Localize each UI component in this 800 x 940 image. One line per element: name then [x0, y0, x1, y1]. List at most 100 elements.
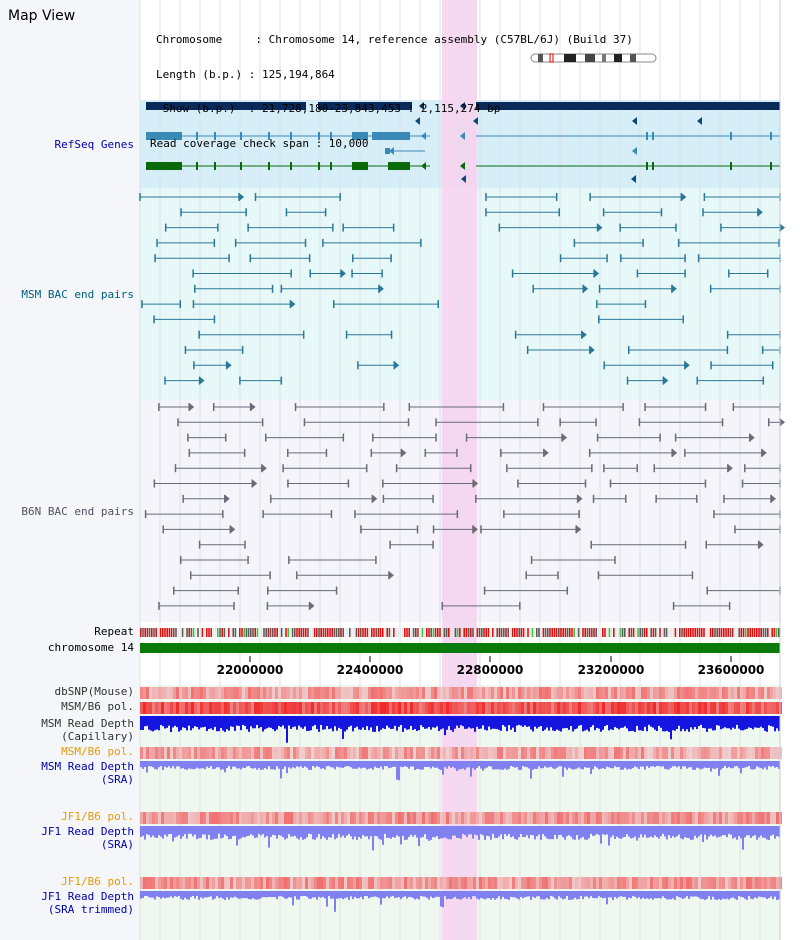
depth-bar — [316, 716, 318, 730]
depth-bar — [708, 761, 710, 768]
track-label-jf1-depth-sra[interactable]: JF1 Read Depth — [41, 825, 134, 838]
track-label-refseq[interactable]: RefSeq Genes — [54, 138, 134, 151]
depth-bar — [716, 761, 718, 768]
depth-bar — [680, 891, 682, 898]
repeat-mark — [190, 628, 193, 637]
track-label-msm-depth-sra[interactable]: MSM Read Depth — [41, 760, 134, 773]
gene-exon — [646, 162, 648, 170]
repeat-mark — [687, 628, 690, 637]
repeat-mark — [597, 628, 600, 637]
track-label-jf1-pol-2[interactable]: JF1/B6 pol. — [61, 875, 134, 888]
repeat-mark — [533, 628, 536, 637]
depth-bar — [230, 716, 232, 727]
depth-bar — [442, 891, 444, 908]
repeat-mark — [683, 628, 685, 637]
heat-cell — [617, 702, 620, 714]
heat-cell — [482, 747, 485, 759]
heat-cell — [305, 702, 308, 714]
repeat-mark — [621, 628, 624, 637]
heat-cell — [347, 877, 350, 889]
heat-cell — [713, 702, 716, 714]
depth-bar — [756, 761, 758, 767]
heat-cell — [356, 877, 359, 889]
track-label-jf1-depth-trimmed[interactable]: JF1 Read Depth — [41, 890, 134, 903]
track-label-msm-bac[interactable]: MSM BAC end pairs — [21, 288, 134, 301]
heat-cell — [323, 702, 326, 714]
track-label-repeat[interactable]: Repeat — [94, 625, 134, 638]
heat-cell — [251, 812, 254, 824]
heat-cell — [347, 747, 350, 759]
depth-bar — [190, 761, 192, 769]
repeat-mark — [245, 628, 248, 637]
repeat-mark — [199, 628, 201, 637]
depth-bar — [590, 761, 592, 774]
track-label-dbsnp[interactable]: dbSNP(Mouse) — [54, 685, 134, 698]
heat-cell — [311, 702, 314, 714]
depth-bar — [668, 826, 670, 836]
repeat-mark — [401, 628, 404, 637]
depth-bar — [678, 891, 680, 898]
heat-cell — [419, 812, 422, 824]
repeat-mark — [714, 628, 716, 637]
depth-bar — [294, 891, 296, 897]
heat-cell — [740, 812, 743, 824]
track-label-jf1-pol-1[interactable]: JF1/B6 pol. — [61, 810, 134, 823]
heat-cell — [344, 812, 347, 824]
gene-exon — [730, 132, 732, 140]
heat-cell — [377, 877, 380, 889]
heat-cell — [548, 702, 551, 714]
heat-cell — [722, 687, 725, 699]
depth-bar — [488, 891, 490, 899]
depth-bar — [754, 826, 756, 836]
depth-bar — [690, 716, 692, 728]
depth-bar — [762, 826, 764, 838]
track-label-msm-depth-capillary[interactable]: MSM Read Depth — [41, 717, 134, 730]
depth-bar — [716, 826, 718, 838]
heat-cell — [413, 702, 416, 714]
heat-cell — [719, 812, 722, 824]
heat-cell — [443, 702, 446, 714]
depth-bar — [180, 716, 182, 731]
gene-exon — [652, 162, 654, 170]
depth-bar — [312, 826, 314, 840]
depth-bar — [204, 716, 206, 727]
heat-cell — [707, 702, 710, 714]
chromosome-ideogram[interactable] — [530, 53, 658, 63]
track-label-b6n-bac[interactable]: B6N BAC end pairs — [21, 505, 134, 518]
heat-cell — [308, 877, 311, 889]
heat-cell — [455, 877, 458, 889]
depth-bar — [770, 891, 772, 897]
depth-bar — [336, 761, 338, 767]
depth-bar — [536, 716, 538, 729]
depth-bar — [246, 716, 248, 730]
heat-cell — [473, 812, 476, 824]
heat-cell — [158, 877, 161, 889]
heat-cell — [674, 702, 677, 714]
depth-bar — [278, 716, 280, 726]
depth-bar — [584, 761, 586, 768]
depth-bar — [644, 716, 646, 727]
heat-cell — [725, 747, 728, 759]
heat-cell — [737, 702, 740, 714]
depth-bar — [210, 826, 212, 840]
track-label-msm-pol-2[interactable]: MSM/B6 pol. — [61, 745, 134, 758]
depth-bar — [500, 716, 502, 731]
repeat-mark — [487, 628, 490, 637]
depth-bar — [212, 891, 214, 900]
heat-cell — [494, 747, 497, 759]
depth-bar — [362, 716, 364, 728]
repeat-mark — [232, 628, 234, 637]
heat-cell — [656, 877, 659, 889]
heat-cell — [218, 877, 221, 889]
track-label-msm-pol-1[interactable]: MSM/B6 pol. — [61, 700, 134, 713]
heat-cell — [563, 877, 566, 889]
repeat-mark — [459, 628, 461, 637]
heat-cell — [383, 702, 386, 714]
depth-bar — [610, 826, 612, 838]
heat-cell — [512, 747, 515, 759]
repeat-mark — [188, 628, 190, 637]
depth-bar — [558, 716, 560, 731]
heat-cell — [164, 877, 167, 889]
depth-bar — [558, 826, 560, 836]
